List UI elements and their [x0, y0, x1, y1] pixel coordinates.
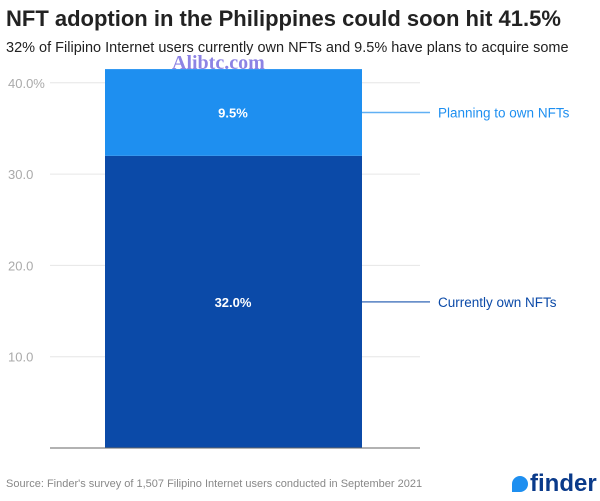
chart-title: NFT adoption in the Philippines could so…: [6, 6, 561, 31]
y-tick-label: 30.0: [8, 167, 33, 182]
y-tick-label: 40.0%: [8, 76, 45, 91]
bar-segment: [105, 69, 362, 156]
logo-text: finder: [530, 470, 597, 497]
y-tick-label: 20.0: [8, 258, 33, 273]
watermark: Alibtc.com: [172, 52, 265, 74]
bar-segment: [105, 155, 362, 448]
data-label: 9.5%: [218, 105, 248, 120]
legend-label: Planning to own NFTs: [438, 105, 570, 120]
y-tick-label: 10.0: [8, 350, 33, 365]
legend-label: Currently own NFTs: [438, 295, 557, 310]
chart-subtitle: 32% of Filipino Internet users currently…: [6, 40, 569, 56]
data-label: 32.0%: [215, 295, 252, 310]
finder-logo-icon: [512, 476, 528, 492]
source-note: Source: Finder's survey of 1,507 Filipin…: [6, 478, 423, 490]
finder-logo: finder: [512, 470, 597, 498]
